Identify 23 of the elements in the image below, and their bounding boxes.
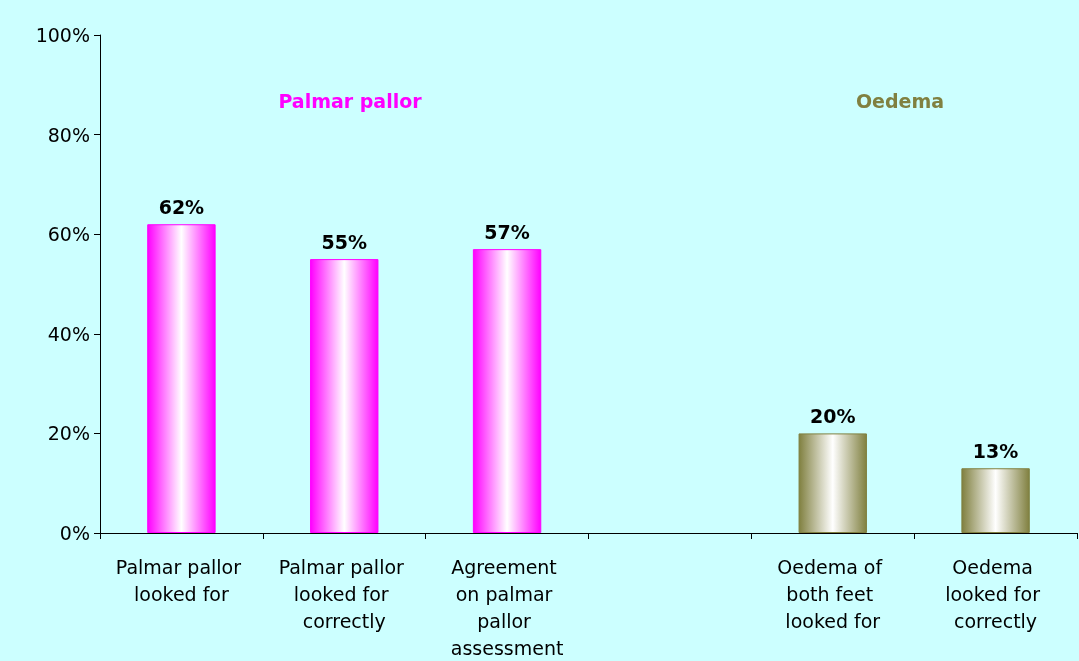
y-tick-label: 40%	[47, 322, 90, 345]
data-label: 20%	[810, 404, 856, 427]
y-tick-label: 100%	[35, 24, 90, 46]
y-tick-label: 20%	[47, 422, 90, 445]
x-tick-label: Palmar pallor looked for correctly	[278, 555, 410, 632]
bar	[961, 468, 1030, 533]
x-tick-label: Oedema looked for correctly	[945, 555, 1046, 632]
bar	[147, 224, 216, 533]
bar	[798, 433, 867, 533]
data-label: 57%	[484, 220, 530, 243]
x-tick-label: Oedema of both feet looked for	[777, 555, 889, 632]
x-tick-label: Palmar pallor looked for	[115, 555, 248, 605]
y-tick-label: 60%	[47, 223, 90, 246]
y-tick-label: 0%	[59, 522, 90, 544]
annotation: Palmar pallor	[278, 90, 423, 112]
annotation: Oedema	[855, 90, 945, 112]
data-label: 55%	[321, 230, 367, 253]
bar	[472, 249, 542, 533]
bar	[310, 259, 379, 533]
y-tick-label: 80%	[47, 123, 90, 146]
data-label: 62%	[158, 195, 205, 218]
data-label: 13%	[972, 439, 1019, 462]
x-tick-label: Agreement on palmar pallor assessment	[450, 555, 564, 659]
